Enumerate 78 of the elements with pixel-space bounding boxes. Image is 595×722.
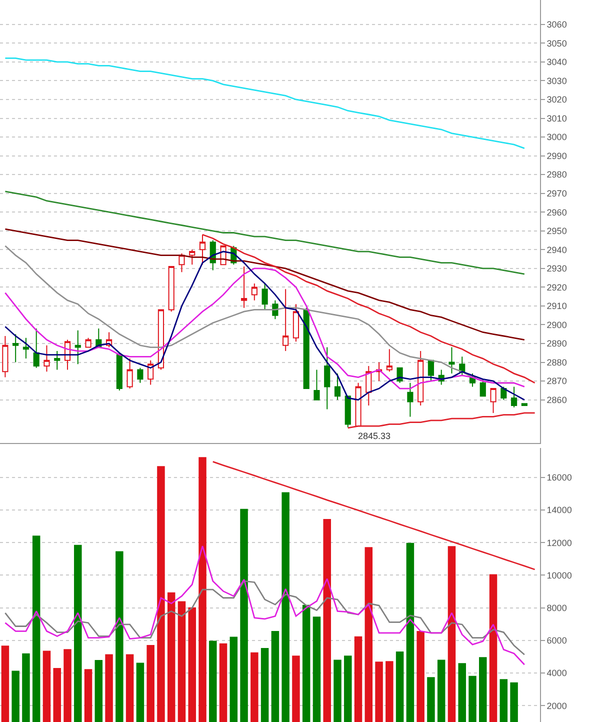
y-tick-label: 2920 [546,282,567,292]
candlestick [199,234,206,266]
y-tick-label: 10000 [546,570,572,580]
line-series [347,412,536,429]
y-tick-label: 3020 [546,94,567,105]
y-tick-label: 2910 [546,301,567,312]
candlestick [500,386,507,400]
line-series [4,250,526,401]
y-tick-label: 14000 [546,505,572,516]
candlestick [240,266,248,308]
candlestick [334,373,341,400]
candlestick [44,344,50,372]
candlestick [292,304,300,342]
candlestick [178,252,185,273]
y-tick-label: 3030 [546,76,567,86]
candlestick [521,403,528,406]
y-tick-label: 12000 [546,538,572,548]
y-tick-label: 2930 [546,264,567,274]
candlestick [459,356,466,376]
y-tick-label: 2940 [546,244,567,255]
candlestick [262,282,268,310]
y-tick-label: 3000 [546,132,567,142]
candlestick [148,360,154,386]
candlestick [158,309,164,370]
candlestick [282,288,289,352]
y-tick-label: 2870 [546,376,567,386]
y-tick-label: 2990 [546,150,567,161]
candlestick [54,350,60,370]
candlestick [386,348,392,372]
candlestick [314,369,320,400]
candlestick [168,266,174,312]
line-series [202,234,536,384]
candlestick [355,382,362,427]
y-tick-label: 2880 [546,357,567,368]
candlestick [137,367,144,384]
y-tick-label: 2000 [546,700,567,711]
y-tick-label: 2950 [546,226,567,236]
line-series [4,190,526,275]
y-tick-label: 2900 [546,320,567,330]
line-series [4,580,526,656]
y-tick-label: 2890 [546,338,567,349]
candlestick [428,360,434,382]
line-series [212,461,536,570]
candlestick [490,388,496,414]
candlestick [407,382,414,418]
y-tick-label: 3060 [546,20,567,30]
y-tick-label: 3010 [546,113,567,124]
y-tick-label: 2960 [546,207,567,218]
candlestick [126,358,133,390]
candlestick [510,386,518,408]
candlestick [22,337,30,360]
y-tick-label: 6000 [546,636,567,646]
y-tick-label: 2860 [546,394,567,405]
candlestick [74,330,81,365]
candlestick [480,378,486,397]
y-tick-label: 3040 [546,57,567,68]
y-tick-label: 16000 [546,472,572,483]
y-tick-label: 3050 [546,38,567,48]
candlestick [33,328,40,368]
candlestick [189,249,196,266]
candlestick [366,366,372,406]
line-series [4,57,526,149]
y-tick-label: 4000 [546,668,567,678]
annotation: 2845.33 [358,431,391,441]
candlestick [303,307,310,390]
candlestick [418,350,424,406]
candlestick [344,396,351,428]
candlestick [85,337,92,348]
y-tick-label: 2980 [546,170,567,180]
y-tick-label: 2970 [546,188,567,198]
y-tick-label: 8000 [546,602,567,613]
candlestick [251,282,258,301]
line-series [4,228,526,340]
line-series [4,545,526,666]
candlestick [448,346,455,374]
line-series [4,268,526,390]
candlestick [324,346,330,410]
candlestick [12,334,19,363]
